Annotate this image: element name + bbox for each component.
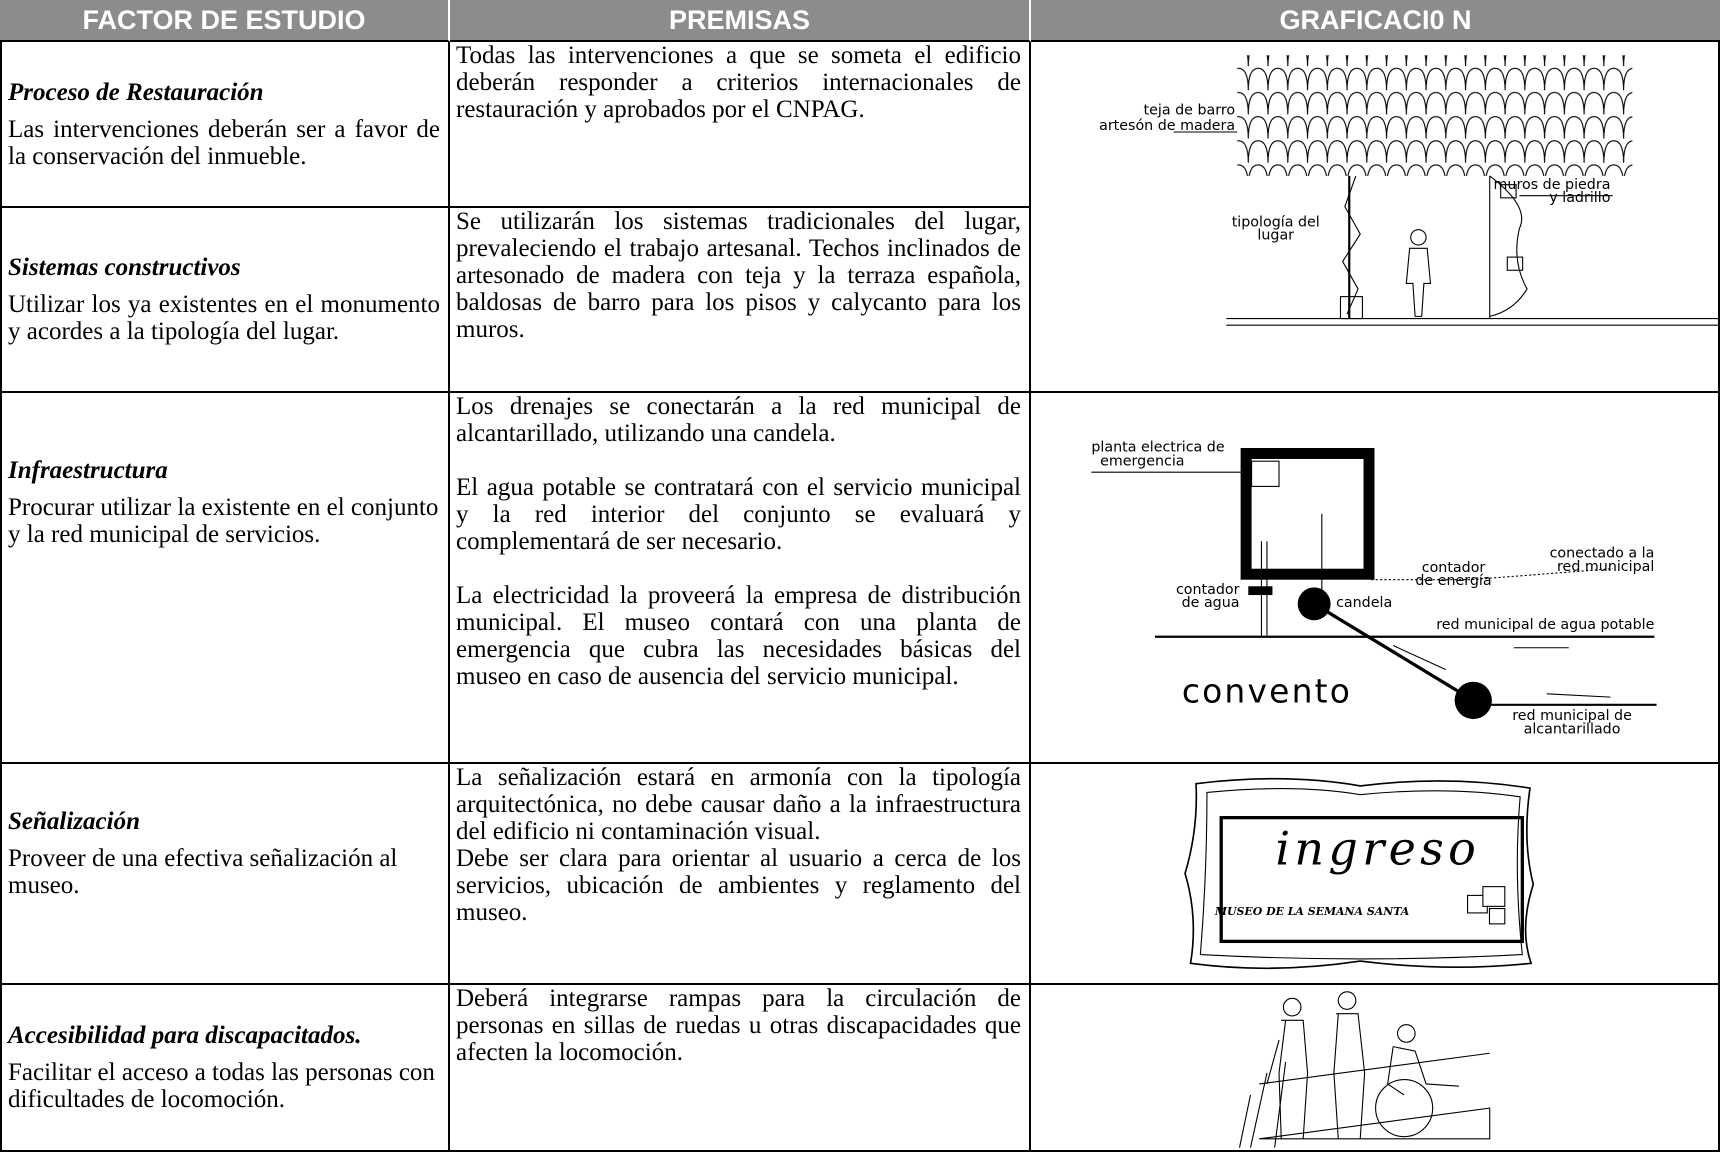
factor-description: Procurar utilizar la existente en el con… <box>8 494 439 548</box>
roof-drawing: teja de barro artesón de madera muros de… <box>1099 55 1718 326</box>
pot <box>1339 296 1363 320</box>
premisas-cell: Los drenajes se conectarán a la red muni… <box>450 393 1031 764</box>
factor-title: Señalización <box>8 808 140 835</box>
sign-frame <box>1199 788 1523 960</box>
roof-tiles <box>1237 55 1633 176</box>
label: muros de piedra <box>1494 177 1611 193</box>
premisa: Deberá integrarse rampas para la circula… <box>456 985 1021 1066</box>
wall <box>1489 175 1528 317</box>
spacer <box>8 548 440 698</box>
header-cell: FACTOR DE ESTUDIO <box>0 0 450 42</box>
person <box>1410 229 1427 246</box>
sign-text: MUSEO DE LA SEMANA SANTA <box>1214 905 1409 918</box>
factor-cell: Proceso de Restauración Las intervencion… <box>0 42 450 208</box>
premisa: La señalización estará en armonía con la… <box>456 764 1021 845</box>
label: planta electrica de <box>1091 439 1224 455</box>
drain-line <box>1313 602 1475 702</box>
premisa: Debe ser clara para orientar al usuario … <box>456 845 1021 926</box>
premisa: Los drenajes se conectarán a la red muni… <box>456 393 1021 447</box>
figures <box>1238 991 1491 1148</box>
premisa: El agua potable se contratará con el ser… <box>456 474 1021 555</box>
collector <box>1454 681 1492 720</box>
graphic-cell <box>1031 985 1720 1152</box>
label: emergencia <box>1100 454 1184 470</box>
flow-arrow <box>1392 645 1447 671</box>
factor-title: Sistemas constructivos <box>8 254 241 281</box>
sign-frame <box>1184 777 1535 970</box>
header-cell: PREMISAS <box>450 0 1031 42</box>
label: alcantarillado <box>1524 721 1621 737</box>
factor-description: Proveer de una efectiva señalización al … <box>8 845 398 899</box>
vine <box>1342 175 1361 315</box>
label: red municipal de <box>1512 708 1632 724</box>
spacer <box>8 899 440 939</box>
label: lugar <box>1257 228 1294 244</box>
stone <box>1506 256 1524 271</box>
label: convento <box>1182 672 1352 711</box>
flow-arrow <box>1546 693 1611 698</box>
label: de agua <box>1182 595 1240 611</box>
header-cell: GRAFICACI0 N <box>1031 0 1720 42</box>
factor-cell: Sistemas constructivos Utilizar los ya e… <box>0 208 450 393</box>
sign-panel <box>1219 816 1524 944</box>
graphic-cell: teja de barro artesón de madera muros de… <box>1031 42 1720 393</box>
premisa: La electricidad la proveerá la empresa d… <box>456 582 1021 690</box>
graphic-cell: planta electrica de emergencia contador … <box>1031 393 1720 764</box>
logo <box>1482 886 1506 907</box>
meter <box>1248 586 1273 596</box>
label: de energía <box>1415 573 1491 589</box>
label: red municipal de agua potable <box>1436 617 1654 633</box>
label: conectado a la <box>1550 546 1655 562</box>
sign-text: ingreso <box>1275 822 1480 876</box>
label: artesón de madera <box>1099 118 1235 134</box>
factor-description: Las intervenciones deberán ser a favor d… <box>8 115 440 170</box>
premisas-cell: La señalización estará en armonía con la… <box>450 764 1031 985</box>
factor-description: Utilizar los ya existentes en el monumen… <box>8 291 440 345</box>
label: y ladrillo <box>1549 190 1610 206</box>
sign-drawing: ingreso MUSEO DE LA SEMANA SANTA <box>1184 777 1535 970</box>
label: candela <box>1336 595 1392 611</box>
factor-cell: Infraestructura Procurar utilizar la exi… <box>0 393 450 764</box>
plant <box>1251 460 1280 487</box>
label: teja de barro <box>1144 102 1236 118</box>
accessibility-drawing <box>1238 991 1491 1148</box>
label: contador <box>1176 582 1240 598</box>
label: tipología del <box>1232 214 1320 230</box>
premisa: Todas las intervenciones a que se someta… <box>456 42 1021 123</box>
factor-title: Proceso de Restauración <box>8 78 264 106</box>
premisas-cell: Todas las intervenciones a que se someta… <box>450 42 1031 208</box>
factor-description: Facilitar el acceso a todas las personas… <box>8 1059 435 1113</box>
label: red municipal <box>1557 559 1654 575</box>
graphic-cell: ingreso MUSEO DE LA SEMANA SANTA <box>1031 764 1720 985</box>
factor-title: Accesibilidad para discapacitados. <box>8 1022 362 1049</box>
infrastructure-drawing: planta electrica de emergencia contador … <box>1091 439 1657 737</box>
premisa: Se utilizarán los sistemas tradicionales… <box>456 208 1021 343</box>
person <box>1405 247 1432 317</box>
premisas-cell: Deberá integrarse rampas para la circula… <box>450 985 1031 1152</box>
building <box>1240 448 1375 580</box>
label: contador <box>1422 560 1486 576</box>
factor-cell: Accesibilidad para discapacitados. Facil… <box>0 985 450 1152</box>
stone <box>1500 184 1517 199</box>
factor-title: Infraestructura <box>8 457 168 484</box>
logo <box>1488 907 1506 925</box>
factor-cell: Señalización Proveer de una efectiva señ… <box>0 764 450 985</box>
premisas-cell: Se utilizarán los sistemas tradicionales… <box>450 208 1031 393</box>
